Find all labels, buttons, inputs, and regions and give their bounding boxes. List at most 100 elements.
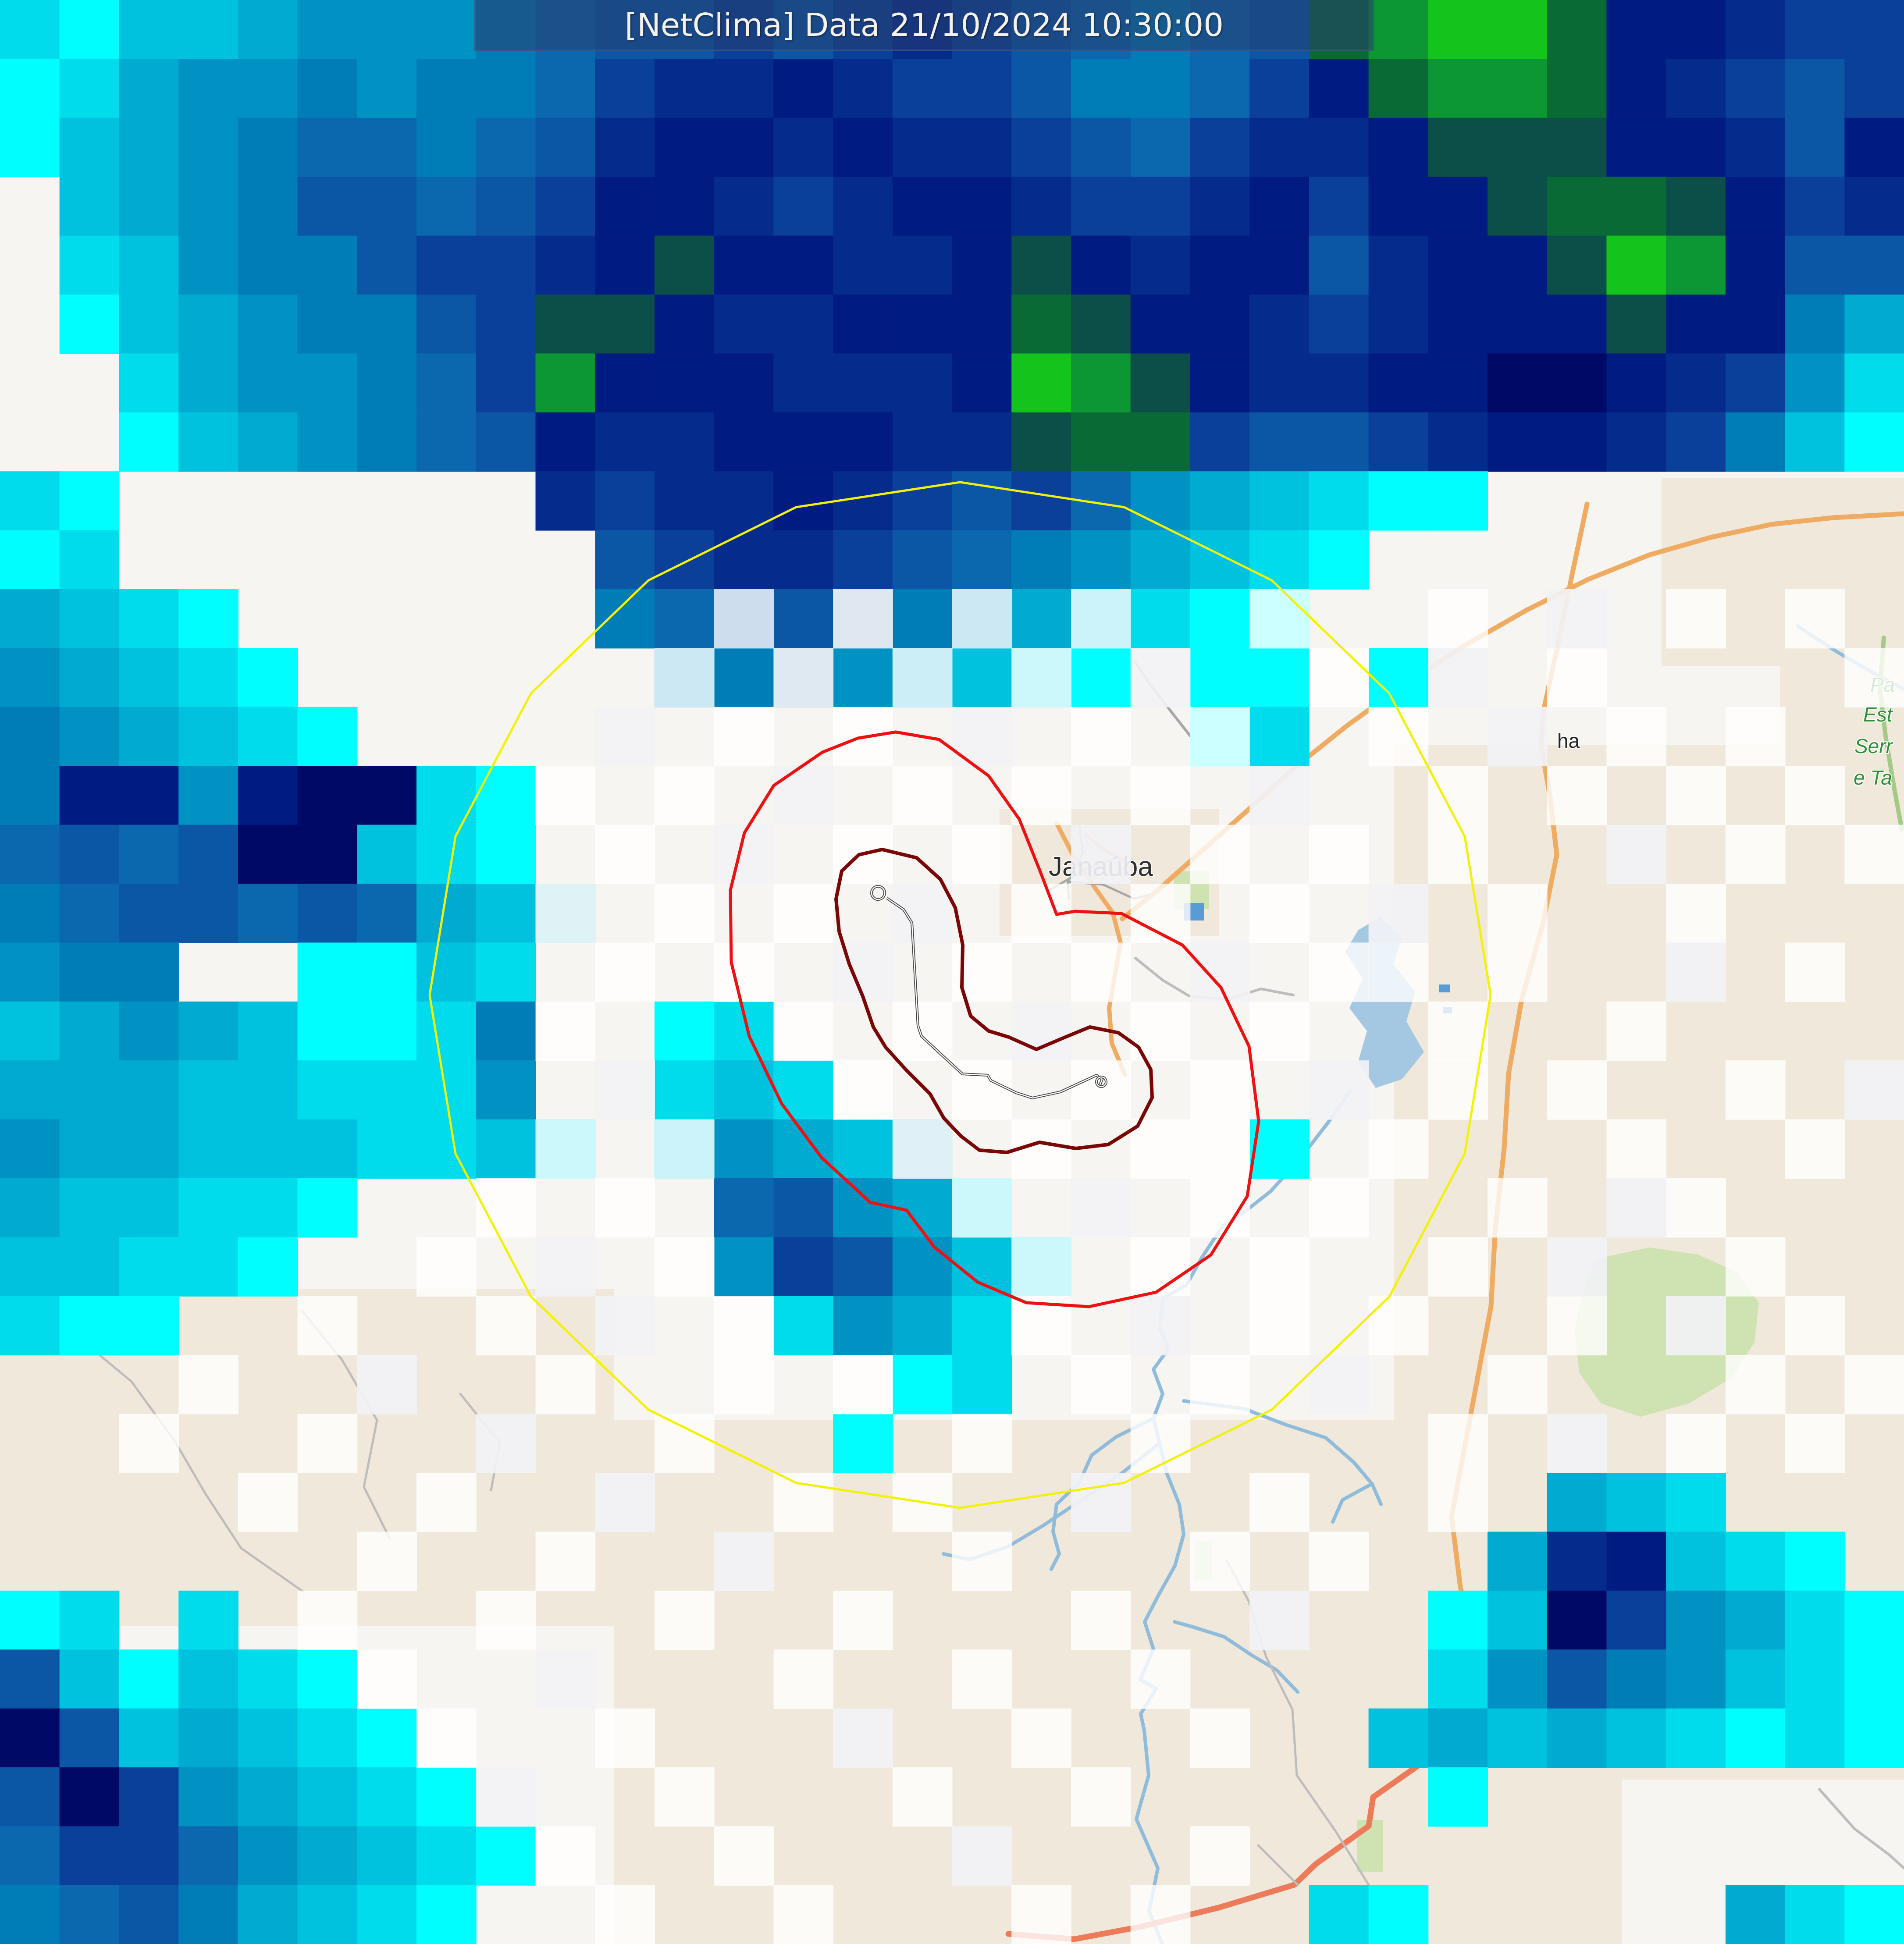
radar-cell-faint (833, 1590, 893, 1650)
radar-cell (1844, 353, 1904, 413)
radar-cell (178, 648, 238, 707)
radar-cell (1606, 0, 1667, 60)
radar-cell-faint (535, 1355, 596, 1414)
radar-cell (1844, 1590, 1904, 1650)
radar-cell-faint (1190, 1060, 1250, 1120)
radar-cell (59, 117, 120, 178)
radar-cell (357, 1885, 417, 1944)
radar-cell (476, 884, 536, 943)
radar-cell-faint (1190, 1355, 1250, 1414)
radar-cell (1368, 1885, 1429, 1944)
radar-cell (178, 353, 238, 413)
radar-cell (952, 59, 1012, 118)
radar-cell-faint (1071, 1178, 1131, 1238)
radar-cell (59, 530, 120, 590)
radar-cell (1844, 412, 1904, 472)
radar-cell (1249, 412, 1310, 472)
radar-cell (892, 353, 953, 413)
radar-cell (1666, 59, 1726, 118)
radar-cell-faint (1130, 1649, 1191, 1709)
radar-cell-faint (1011, 1001, 1071, 1061)
radar-cell (833, 59, 893, 118)
radar-cell (714, 471, 774, 531)
radar-cell (0, 1001, 60, 1061)
radar-cell (1130, 59, 1191, 118)
radar-cell (1547, 1473, 1607, 1532)
radar-cell (476, 59, 536, 118)
radar-cell-faint (1428, 1414, 1488, 1473)
radar-cell-faint (714, 1355, 774, 1414)
radar-cell-faint (654, 1119, 715, 1179)
radar-cell-faint (833, 1708, 893, 1768)
radar-cell (892, 59, 953, 118)
radar-cell (357, 412, 417, 472)
radar-cell (476, 1119, 536, 1179)
radar-cell (238, 412, 298, 472)
radar-cell (892, 235, 953, 295)
radar-cell (59, 1590, 120, 1650)
radar-cell-faint (654, 884, 715, 943)
radar-cell (416, 177, 477, 236)
radar-cell (297, 1119, 358, 1179)
radar-cell (773, 589, 834, 649)
radar-cell (119, 0, 179, 60)
radar-cell (119, 235, 179, 295)
radar-cell-faint (535, 1826, 596, 1886)
radar-cell (119, 1826, 179, 1886)
radar-cell (1309, 177, 1369, 236)
radar-cell (1071, 59, 1131, 118)
radar-cell (297, 942, 358, 1002)
radar-cell (773, 59, 834, 118)
radar-cell (1309, 59, 1369, 118)
radar-cell (1428, 1649, 1488, 1709)
radar-cell-faint (535, 1237, 596, 1297)
radar-cell-faint (535, 1532, 596, 1591)
radar-cell-faint (714, 1532, 774, 1591)
radar-cell (416, 1826, 477, 1886)
radar-cell (773, 1237, 834, 1297)
radar-cell (476, 1060, 536, 1120)
radar-cell (178, 0, 238, 60)
radar-cell (1785, 59, 1845, 118)
radar-cell (119, 1060, 179, 1120)
radar-cell (297, 884, 358, 943)
radar-cell (1785, 1885, 1845, 1944)
radar-cell-faint (892, 1767, 953, 1827)
radar-cell (1488, 117, 1548, 178)
radar-cell (297, 59, 358, 118)
radar-cell (357, 1708, 417, 1768)
radar-cell-faint (773, 1649, 834, 1709)
radar-cell (595, 117, 655, 178)
road-line (78, 1336, 304, 1592)
radar-cell (1547, 1590, 1607, 1650)
radar-cell (1428, 235, 1488, 295)
radar-cell (1190, 353, 1250, 413)
radar-cell (1428, 412, 1488, 472)
radar-cell (1309, 1885, 1369, 1944)
radar-cell (654, 530, 715, 590)
radar-cell-faint (1666, 942, 1726, 1002)
radar-cell (952, 648, 1012, 707)
radar-cell (1725, 235, 1786, 295)
radar-cell-faint (952, 825, 1012, 884)
radar-cell (1666, 1590, 1726, 1650)
radar-cell (1606, 1649, 1667, 1709)
radar-cell (1488, 1708, 1548, 1768)
radar-cell (357, 1119, 417, 1179)
radar-cell (416, 412, 477, 472)
radar-cell-faint (119, 1414, 179, 1473)
radar-cell (59, 1237, 120, 1297)
radar-cell (59, 589, 120, 649)
radar-cell (238, 884, 298, 943)
radar-cell-faint (595, 1060, 655, 1120)
storm-contour-inner (834, 848, 1154, 1154)
radar-cell (297, 1767, 358, 1827)
radar-cell (119, 1708, 179, 1768)
radar-cell-faint (1249, 1237, 1310, 1297)
radar-cell (476, 942, 536, 1002)
radar-cell-faint (1428, 589, 1488, 649)
radar-cell (0, 1119, 60, 1179)
radar-cell (714, 295, 774, 354)
radar-cell-faint (357, 1649, 417, 1709)
